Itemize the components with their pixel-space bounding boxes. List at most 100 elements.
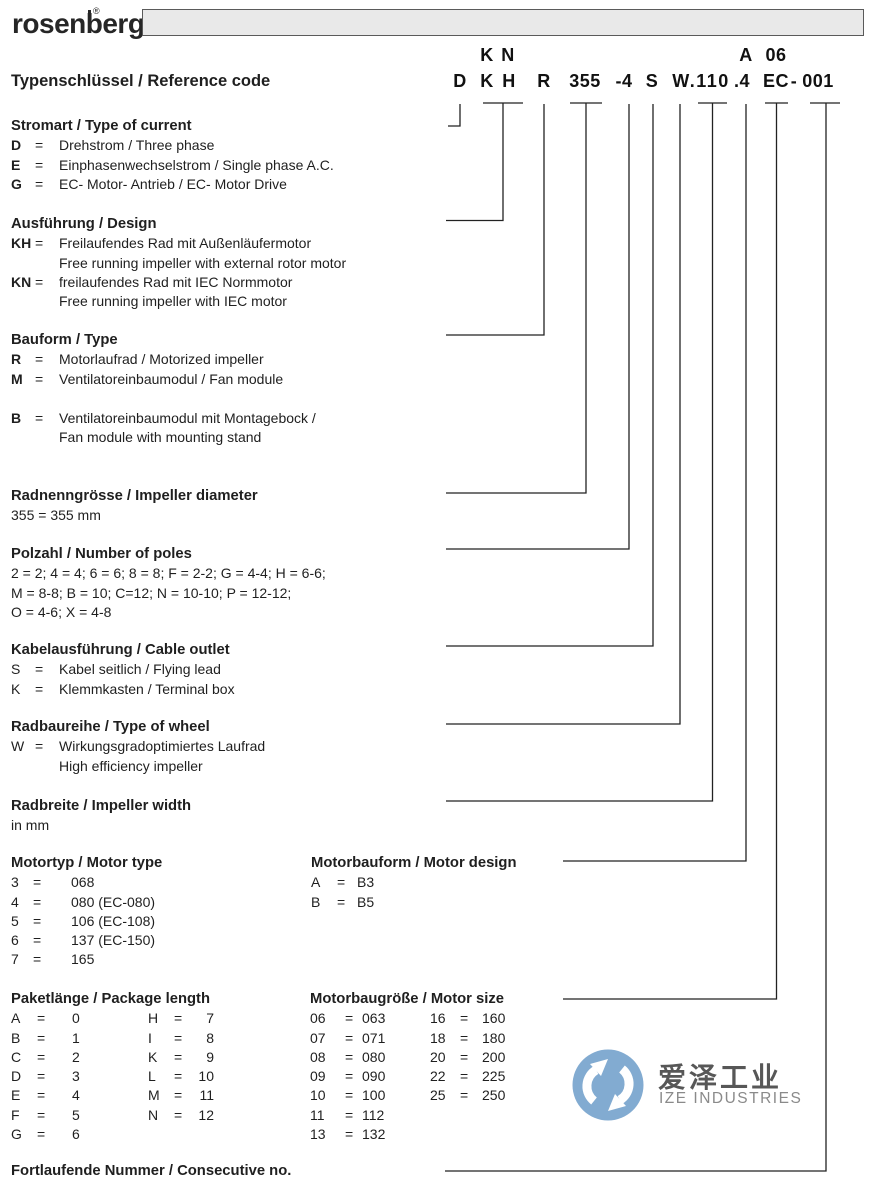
equals-sign: =: [345, 1048, 354, 1065]
item-desc-en: High efficiency impeller: [59, 757, 203, 774]
item-key: KH: [11, 235, 32, 252]
cell-key: B: [11, 1029, 21, 1046]
code-top-K: K: [480, 45, 494, 65]
watermark-swirl-left: [582, 1066, 599, 1105]
list-item: B = Ventilatoreinbaumodul mit Montageboc…: [11, 409, 441, 428]
section-stromart: Stromart / Type of current D = Drehstrom…: [11, 117, 441, 194]
equals-sign: =: [35, 409, 44, 426]
watermark-arrow-bottom: [608, 1094, 626, 1111]
cell-key: G: [11, 1126, 22, 1143]
cell-key: 25: [430, 1087, 446, 1104]
section-paketlaenge: Paketlänge / Package length A = 0 H = 7 …: [11, 990, 441, 1144]
section-ausfuehrung: Ausführung / Design KH = Freilaufendes R…: [11, 215, 441, 311]
table-row: A = 0 H = 7: [11, 1009, 441, 1028]
cell-key: C: [11, 1048, 22, 1065]
item-key: D: [11, 137, 22, 154]
equals-sign: =: [345, 1010, 354, 1027]
cell-value: 7: [206, 1010, 214, 1027]
section-line: 2 = 2; 4 = 4; 6 = 6; 8 = 8; F = 2-2; G =…: [11, 565, 326, 582]
cell-value: 137 (EC-150): [71, 932, 156, 949]
section-title: Motortyp / Motor type: [11, 855, 163, 871]
item-desc-en: Free running impeller with external roto…: [59, 254, 347, 271]
ize-watermark-icon: [572, 1049, 644, 1121]
cell-value: 112: [362, 1106, 385, 1123]
cell-key: A: [11, 1010, 21, 1027]
equals-sign: =: [35, 235, 44, 252]
list-item: G = EC- Motor- Antrieb / EC- Motor Drive: [11, 175, 441, 194]
watermark-cn-text: 爱泽工业: [658, 1062, 783, 1093]
cell-value: 2: [72, 1048, 80, 1065]
cell-value: 8: [206, 1029, 214, 1046]
section-title: Ausführung / Design: [11, 216, 157, 232]
line-D-stromart: [448, 104, 461, 127]
table-row: F = 5 N = 12: [11, 1106, 441, 1125]
cell-key: 22: [430, 1068, 446, 1085]
table-row: 3 = 068: [11, 873, 441, 892]
list-item: KN = freilaufendes Rad mit IEC Normmotor: [11, 273, 441, 292]
cell-key: D: [11, 1068, 22, 1085]
code-K: K: [480, 71, 494, 91]
cell-value: 0: [72, 1010, 80, 1027]
cell-value: 1: [72, 1029, 80, 1046]
code-dot4: .4: [733, 71, 751, 91]
code-minus4: -4: [615, 71, 633, 91]
code-dash: -: [790, 71, 798, 91]
header-gray-bar: [142, 9, 864, 36]
code-top-N: N: [501, 45, 515, 65]
section-title: Kabelausführung / Cable outlet: [11, 642, 230, 658]
section-motorbauform: Motorbauform / Motor design A = B3 B = B…: [311, 854, 581, 912]
equals-sign: =: [174, 1068, 183, 1085]
cell-key: 5: [11, 912, 19, 929]
equals-sign: =: [33, 874, 42, 891]
code-355: 355: [569, 71, 601, 91]
equals-sign: =: [35, 738, 44, 755]
cell-key: 09: [310, 1068, 326, 1085]
item-desc-en: Free running impeller with IEC motor: [59, 293, 287, 310]
item-key: M: [11, 370, 23, 387]
cell-value: 132: [362, 1126, 386, 1143]
equals-sign: =: [460, 1087, 469, 1104]
cell-key: 16: [430, 1010, 446, 1027]
table-row: 13 = 132: [310, 1125, 580, 1144]
section-line: in mm: [11, 817, 50, 834]
line-W-radbaureihe: [446, 104, 681, 725]
list-item: S = Kabel seitlich / Flying lead: [11, 660, 441, 679]
equals-sign: =: [33, 951, 42, 968]
cell-key: B: [311, 893, 321, 910]
equals-sign: =: [460, 1010, 469, 1027]
rosenberg-logo: rosenberg ®: [12, 6, 145, 40]
equals-sign: =: [37, 1029, 46, 1046]
cell-key: F: [11, 1106, 20, 1123]
cell-value: 4: [72, 1087, 80, 1104]
cell-value: B3: [357, 874, 375, 891]
code-S: S: [645, 71, 659, 91]
cell-key: 18: [430, 1029, 446, 1046]
code-H: H: [502, 71, 516, 91]
table-row: 6 = 137 (EC-150): [11, 931, 441, 950]
cell-value: 3: [72, 1068, 80, 1085]
equals-sign: =: [337, 874, 346, 891]
line-S-kabelausfuehrung: [446, 104, 654, 647]
cell-value: 068: [71, 874, 95, 891]
section-title: Bauform / Type: [11, 332, 118, 348]
equals-sign: =: [35, 273, 44, 290]
table-row: 4 = 080 (EC-080): [11, 893, 441, 912]
item-key: W: [11, 738, 25, 755]
table-row: 07 = 071 18 = 180: [310, 1029, 580, 1048]
section-line: O = 4-6; X = 4-8: [11, 603, 112, 620]
section-radbreite: Radbreite / Impeller width in mm: [11, 797, 441, 836]
page-title: Typenschlüssel / Reference code: [11, 72, 271, 90]
cell-value: 10: [198, 1068, 214, 1085]
line-110-radbreite: [446, 102, 727, 802]
equals-sign: =: [33, 893, 42, 910]
code-top-06: 06: [765, 45, 787, 65]
section-radnenngroesse: Radnenngrösse / Impeller diameter 355 = …: [11, 487, 441, 526]
section-title: Polzahl / Number of poles: [11, 546, 192, 562]
item-desc: Freilaufendes Rad mit Außenläufermotor: [59, 235, 312, 252]
section-polzahl: Polzahl / Number of poles 2 = 2; 4 = 4; …: [11, 545, 441, 622]
watermark-en-text: IZE INDUSTRIES: [659, 1090, 803, 1107]
item-key: K: [11, 680, 21, 697]
registered-trademark-symbol: ®: [93, 6, 100, 16]
code-top-A: A: [739, 45, 753, 65]
